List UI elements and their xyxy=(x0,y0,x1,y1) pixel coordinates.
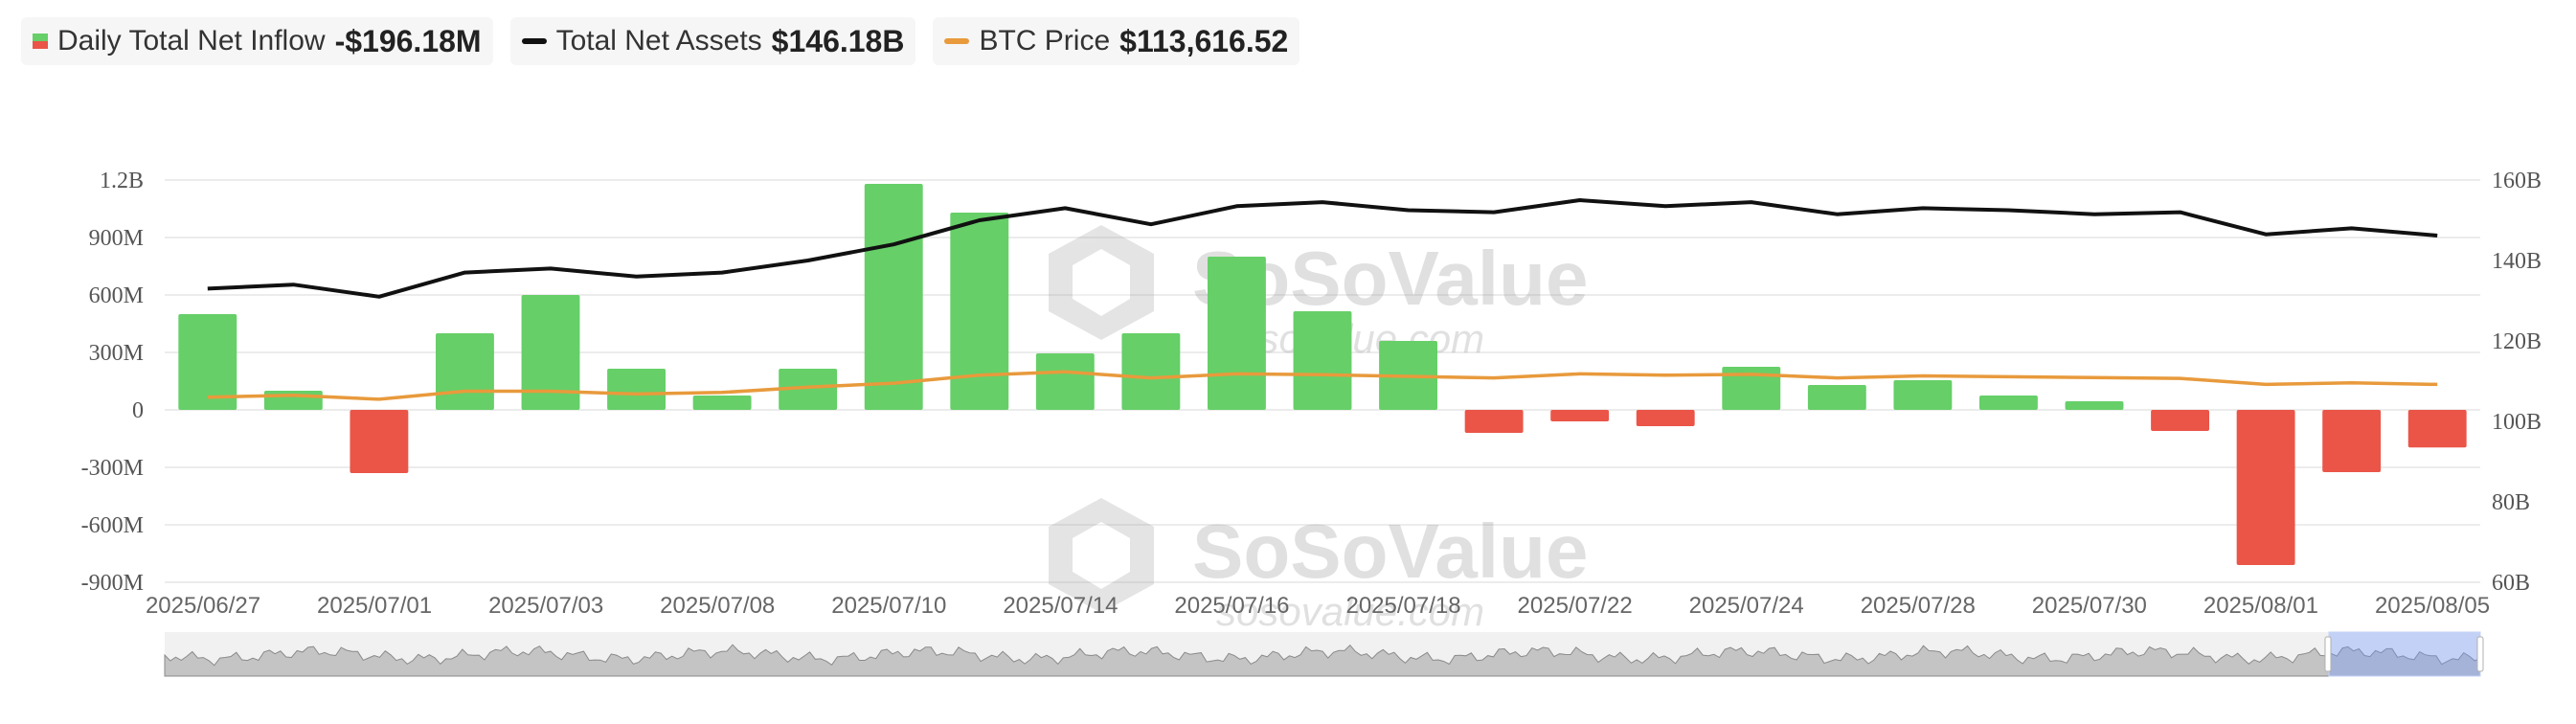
inflow-bar xyxy=(1035,353,1095,410)
left-tick-label: 600M xyxy=(89,283,144,308)
navigator-area xyxy=(164,644,2481,677)
inflow-bar xyxy=(1550,410,1610,421)
legend-daily-net-inflow[interactable]: Daily Total Net Inflow -$196.18M xyxy=(21,17,493,65)
inflow-bar xyxy=(1293,311,1352,410)
x-tick-label: 2025/07/28 xyxy=(1861,593,1976,619)
inflow-bar xyxy=(435,333,494,410)
x-tick-label: 2025/06/27 xyxy=(146,593,260,619)
series-lines xyxy=(207,198,2438,401)
navigator-handle-right xyxy=(2476,636,2484,672)
right-tick-label: 140B xyxy=(2492,249,2542,274)
line-series-icon xyxy=(944,38,970,44)
inflow-bar xyxy=(2151,410,2210,431)
inflow-bar xyxy=(1636,410,1695,426)
x-tick-label: 2025/07/18 xyxy=(1345,593,1460,619)
legend-assets-value: $146.18B xyxy=(771,23,905,58)
legend-assets-label: Total Net Assets xyxy=(555,25,762,57)
inflow-bars xyxy=(178,184,2467,565)
navigator-selection xyxy=(2328,631,2481,677)
right-tick-label: 80B xyxy=(2492,490,2530,515)
inflow-bar xyxy=(607,369,667,410)
left-tick-label: -900M xyxy=(81,571,144,596)
inflow-bar xyxy=(178,314,237,410)
left-tick-label: 0 xyxy=(132,398,144,423)
legend-inflow-value: -$196.18M xyxy=(334,23,482,58)
right-tick-label: 100B xyxy=(2492,410,2542,435)
inflow-bar xyxy=(1121,333,1181,410)
bar-series-icon xyxy=(33,34,48,49)
line-series-icon xyxy=(521,38,547,44)
inflow-bar xyxy=(1807,385,1866,410)
x-tick-label: 2025/07/14 xyxy=(1003,593,1118,619)
inflow-bar xyxy=(2236,410,2295,565)
x-tick-label: 2025/08/05 xyxy=(2375,593,2490,619)
chart-legend: Daily Total Net Inflow -$196.18M Total N… xyxy=(21,17,1300,65)
inflow-bar xyxy=(950,213,1009,410)
inflow-bar xyxy=(1978,396,2038,410)
watermark-logo-inner xyxy=(1073,522,1130,589)
watermark-domain: sosovalue.com xyxy=(1216,589,1484,634)
legend-inflow-label: Daily Total Net Inflow xyxy=(57,25,326,57)
left-tick-label: 1.2B xyxy=(100,169,144,193)
x-axis: 2025/06/27 2025/07/01 2025/07/03 2025/07/08… xyxy=(146,593,2490,619)
legend-btc-label: BTC Price xyxy=(979,25,1111,57)
left-tick-label: -300M xyxy=(81,456,144,481)
inflow-bar xyxy=(864,184,923,410)
watermark-brand: SoSoValue xyxy=(1192,509,1588,594)
right-tick-label: 120B xyxy=(2492,329,2542,354)
inflow-bar xyxy=(521,295,580,410)
btc-price-line xyxy=(207,370,2438,401)
inflow-bar xyxy=(779,369,838,410)
x-tick-label: 2025/07/03 xyxy=(488,593,603,619)
left-tick-label: 900M xyxy=(89,226,144,251)
right-tick-label: 60B xyxy=(2492,571,2530,596)
legend-total-net-assets[interactable]: Total Net Assets $146.18B xyxy=(509,17,916,65)
inflow-bar xyxy=(1722,367,1781,410)
right-axis: 160B 140B 120B 100B 80B 60B xyxy=(2492,169,2542,596)
x-tick-label: 2025/08/01 xyxy=(2203,593,2318,619)
x-tick-label: 2025/07/16 xyxy=(1174,593,1289,619)
x-tick-label: 2025/07/30 xyxy=(2032,593,2147,619)
inflow-bar xyxy=(2065,401,2124,410)
inflow-bar xyxy=(692,396,752,410)
left-tick-label: 300M xyxy=(89,341,144,366)
inflow-bar xyxy=(2407,410,2467,448)
left-axis: 1.2B 900M 600M 300M 0 -300M -600M -900M xyxy=(81,169,144,596)
total-net-assets-line xyxy=(207,198,2438,299)
watermarks: SoSoValuesosovalue.comSoSoValuesosovalue… xyxy=(1049,225,1588,634)
navigator-handle-left xyxy=(2324,636,2332,672)
left-tick-label: -600M xyxy=(81,513,144,538)
legend-btc-value: $113,616.52 xyxy=(1119,23,1289,58)
x-tick-label: 2025/07/24 xyxy=(1689,593,1804,619)
x-tick-label: 2025/07/08 xyxy=(660,593,775,619)
range-navigator xyxy=(164,631,2484,677)
x-tick-label: 2025/07/01 xyxy=(317,593,432,619)
inflow-bar xyxy=(350,410,409,473)
watermark-logo-icon xyxy=(1049,498,1154,613)
watermark-logo-inner xyxy=(1073,249,1130,316)
inflow-bar xyxy=(2322,410,2382,472)
inflow-bar xyxy=(1893,380,1953,410)
x-tick-label: 2025/07/10 xyxy=(831,593,946,619)
inflow-bar xyxy=(1464,410,1524,433)
watermark-logo-icon xyxy=(1049,225,1154,340)
right-tick-label: 160B xyxy=(2492,169,2542,193)
legend-btc-price[interactable]: BTC Price $113,616.52 xyxy=(933,17,1300,65)
x-tick-label: 2025/07/22 xyxy=(1518,593,1633,619)
inflow-bar xyxy=(1207,257,1266,410)
